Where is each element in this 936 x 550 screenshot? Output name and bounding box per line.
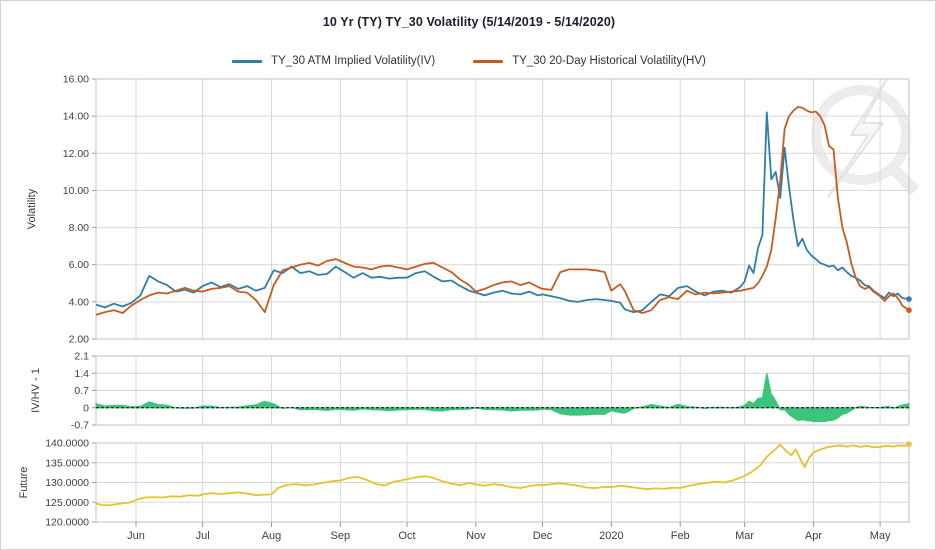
x-tick-label: Dec — [533, 530, 553, 542]
y-tick-label: 16.00 — [63, 74, 89, 86]
x-tick-label: Apr — [805, 530, 822, 542]
x-tick-label: May — [870, 530, 891, 542]
legend-item-hv[interactable]: TY_30 20-Day Historical Volatility(HV) — [473, 55, 706, 67]
future-last-point — [906, 441, 912, 447]
y-tick-label: 2.1 — [74, 351, 89, 363]
chart-title: 10 Yr (TY) TY_30 Volatility (5/14/2019 -… — [322, 15, 616, 29]
y-tick-label: 12.00 — [63, 148, 89, 160]
x-axis: Jun Jul Aug Sep Oct Nov Dec 2020 Feb Mar Apr May — [127, 522, 891, 542]
future-line — [95, 443, 910, 507]
y-tick-label: 8.00 — [69, 222, 90, 234]
x-tick-label: Jul — [196, 530, 210, 542]
y-tick-label: 6.00 — [69, 259, 90, 271]
hv-line — [95, 106, 910, 316]
plot-border — [95, 78, 910, 340]
x-tick-label: Nov — [466, 530, 486, 542]
subchart-volatility: 16.00 14.00 12.00 10.00 8.00 6.00 4.00 2.00 Vola… — [26, 74, 912, 346]
y-tick-label: -0.7 — [71, 420, 89, 432]
x-tick-label: Aug — [262, 530, 282, 542]
x-tick-label: Oct — [398, 530, 415, 542]
x-tick-label: Mar — [735, 530, 754, 542]
legend-swatch-iv — [232, 59, 263, 63]
iv-last-point — [906, 296, 912, 302]
legend-swatch-hv — [473, 59, 504, 63]
y-tick-label: 0 — [83, 402, 89, 414]
y-tick-label: 4.00 — [69, 296, 90, 308]
y-tick-label: 0.7 — [74, 385, 89, 397]
subchart-future: 140.0000 135.0000 130.0000 125.0000 120.0000… — [18, 438, 912, 529]
y-tick-label: 130.0000 — [45, 477, 89, 489]
y-tick-label: 125.0000 — [45, 497, 89, 509]
y-axis-title: IV/HV - 1 — [30, 368, 42, 413]
x-tick-label: Jun — [127, 530, 145, 542]
legend-label-hv: TY_30 20-Day Historical Volatility(HV) — [512, 55, 706, 67]
y-axis-title: Volatility — [26, 188, 38, 229]
iv-line — [95, 111, 910, 314]
legend-label-iv: TY_30 ATM Implied Volatility(IV) — [271, 55, 436, 67]
y-tick-label: 135.0000 — [45, 457, 89, 469]
q-lightning-logo — [811, 78, 920, 198]
hv-last-point — [906, 307, 912, 314]
ratio-area — [95, 372, 910, 423]
y-tick-label: 1.4 — [74, 368, 89, 380]
plot-border — [95, 355, 910, 426]
y-tick-label: 2.00 — [69, 334, 90, 346]
y-axis-title: Future — [18, 467, 30, 499]
plot-border — [95, 442, 910, 523]
y-tick-label: 120.0000 — [45, 517, 89, 529]
legend-item-iv[interactable]: TY_30 ATM Implied Volatility(IV) — [232, 55, 435, 67]
chart-legend: TY_30 ATM Implied Volatility(IV) TY_30 2… — [1, 55, 935, 67]
subchart-iv-hv-1: 2.1 1.4 0.7 0 -0.7 IV/HV - 1 — [30, 351, 910, 432]
y-tick-label: 140.0000 — [45, 438, 89, 450]
y-tick-label: 10.00 — [63, 185, 89, 197]
y-tick-label: 14.00 — [63, 111, 89, 123]
x-tick-label: 2020 — [599, 530, 623, 542]
x-tick-label: Feb — [671, 530, 690, 542]
x-tick-label: Sep — [331, 530, 351, 542]
